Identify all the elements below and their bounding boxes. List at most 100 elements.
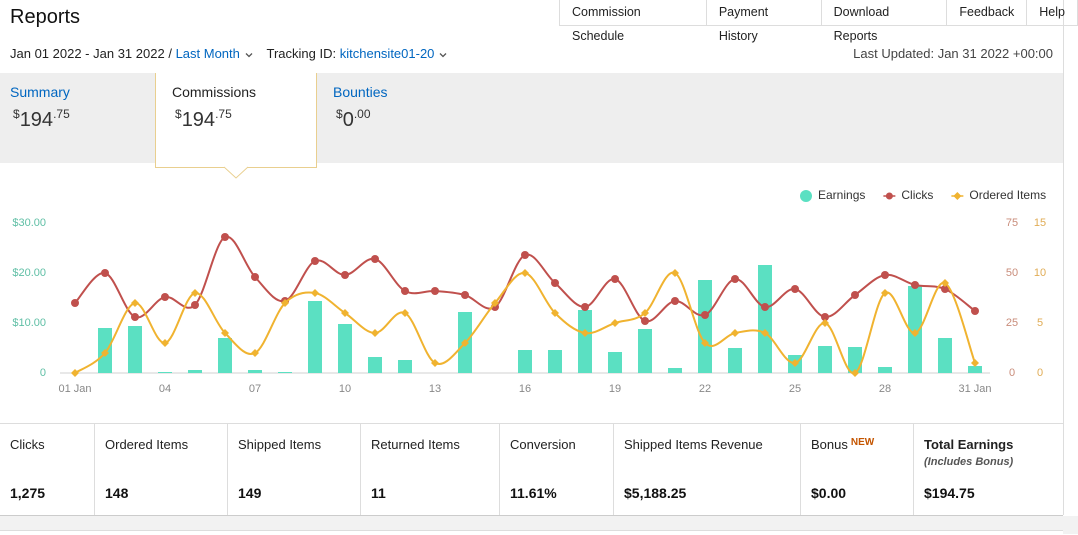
nav-link[interactable]: Download Reports [820, 0, 948, 43]
stat: Bonus NEW $0.00 [801, 424, 914, 515]
y-tick-label: 15 [1034, 217, 1046, 229]
stat-value: 149 [238, 485, 262, 501]
bar [278, 372, 292, 373]
tab-amount: $194.75 [175, 107, 232, 132]
point [941, 285, 949, 293]
bar [878, 367, 892, 373]
point [611, 275, 619, 283]
point [251, 273, 259, 281]
tab-amount: $194.75 [13, 107, 70, 132]
stat: Clicks 1,275 [0, 424, 95, 515]
point [581, 303, 589, 311]
new-badge: NEW [850, 437, 875, 448]
point [971, 359, 979, 367]
point [881, 289, 889, 297]
amount-fraction: .75 [53, 107, 70, 121]
chevron [245, 52, 253, 57]
nav-link[interactable]: Commission Schedule [559, 0, 707, 43]
point [881, 271, 889, 279]
legend-swatch [885, 192, 893, 200]
bar [728, 348, 742, 373]
separator: / [168, 46, 172, 61]
y-tick-label: 75 [1006, 217, 1018, 229]
legend-swatch [800, 190, 812, 202]
bar [338, 324, 352, 373]
tab-label: Summary [10, 84, 70, 100]
bar [758, 265, 772, 373]
legend-label: Earnings [818, 188, 865, 202]
stat-value: 1,275 [10, 485, 46, 501]
stat-value: $194.75 [924, 485, 975, 501]
selected-tab-box [155, 73, 317, 168]
bar [218, 338, 232, 373]
stat: Conversion 11.61% [500, 424, 614, 515]
top-nav: Commission Schedule Payment History Down… [559, 0, 1078, 43]
point [641, 317, 649, 325]
bar [968, 366, 982, 373]
x-tick-label: 19 [609, 383, 621, 395]
stats-row: Clicks 1,275 Ordered Items 148 Shipped Ite… [0, 423, 1063, 516]
point [521, 251, 529, 259]
legend-label: Clicks [901, 188, 933, 202]
tab-pointer [224, 166, 248, 179]
nav-link[interactable]: Payment History [705, 0, 822, 43]
point [401, 287, 409, 295]
y-tick-label: $10.00 [12, 317, 46, 329]
x-tick-label: 31 Jan [958, 383, 991, 395]
point [131, 313, 139, 321]
bar [848, 347, 862, 373]
point [731, 275, 739, 283]
stat-label: Shipped Items [238, 437, 322, 452]
stat: Returned Items 11 [361, 424, 500, 515]
tab-label: Bounties [333, 84, 388, 100]
currency: $ [336, 107, 343, 121]
tab-amount: $0.00 [336, 107, 371, 132]
commissions-tab[interactable]: Commissions $194.75 [162, 73, 312, 163]
stat-label: Clicks [10, 437, 45, 452]
point [701, 339, 709, 347]
point [671, 269, 679, 277]
point [551, 279, 559, 287]
summary-tab[interactable]: Summary $194.75 [0, 73, 150, 163]
bar [638, 329, 652, 373]
stat-value: $0.00 [811, 485, 847, 501]
bar [548, 350, 562, 373]
last-updated: Last Updated: Jan 31 2022 +00:00 [853, 46, 1053, 61]
amount-whole: 0 [342, 109, 354, 131]
chevron [439, 52, 447, 57]
stat-note: (Includes Bonus) [924, 456, 1014, 468]
y-tick-label: 0 [1037, 367, 1043, 379]
stat: Shipped Items Revenue $5,188.25 [614, 424, 801, 515]
filters: Jan 01 2022 - Jan 31 2022 / Last Month T… [10, 46, 453, 61]
stat-label: Conversion [510, 437, 576, 452]
point [161, 293, 169, 301]
stat-value: 148 [105, 485, 129, 501]
point [911, 329, 919, 337]
x-tick-label: 25 [789, 383, 801, 395]
y-tick-label: 50 [1006, 267, 1018, 279]
stat-label: Total Earnings [924, 437, 1014, 452]
x-tick-label: 13 [429, 383, 441, 395]
amount-whole: 194 [181, 109, 216, 131]
bar [608, 352, 622, 373]
bar [398, 360, 412, 373]
point [611, 319, 619, 327]
bounties-tab[interactable]: Bounties $0.00 [323, 73, 473, 163]
bar [938, 338, 952, 373]
nav-link[interactable]: Help [1026, 0, 1078, 26]
bar [368, 357, 382, 373]
point [731, 329, 739, 337]
bar [578, 310, 592, 373]
stat-value: 11.61% [510, 485, 557, 501]
period-dropdown[interactable]: Last Month [175, 46, 240, 61]
point [281, 299, 289, 307]
chart: 0 $10.00 $20.00 $30.00 0 25 50 75 0 5 10 15 01 Jan 04… [12, 188, 1046, 395]
stat-label: Shipped Items Revenue [624, 437, 763, 452]
point [401, 309, 409, 317]
point [551, 309, 559, 317]
tracking-dropdown[interactable]: kitchensite01-20 [339, 46, 435, 61]
point [791, 285, 799, 293]
tab-label: Commissions [172, 84, 257, 100]
nav-link[interactable]: Feedback [946, 0, 1028, 26]
